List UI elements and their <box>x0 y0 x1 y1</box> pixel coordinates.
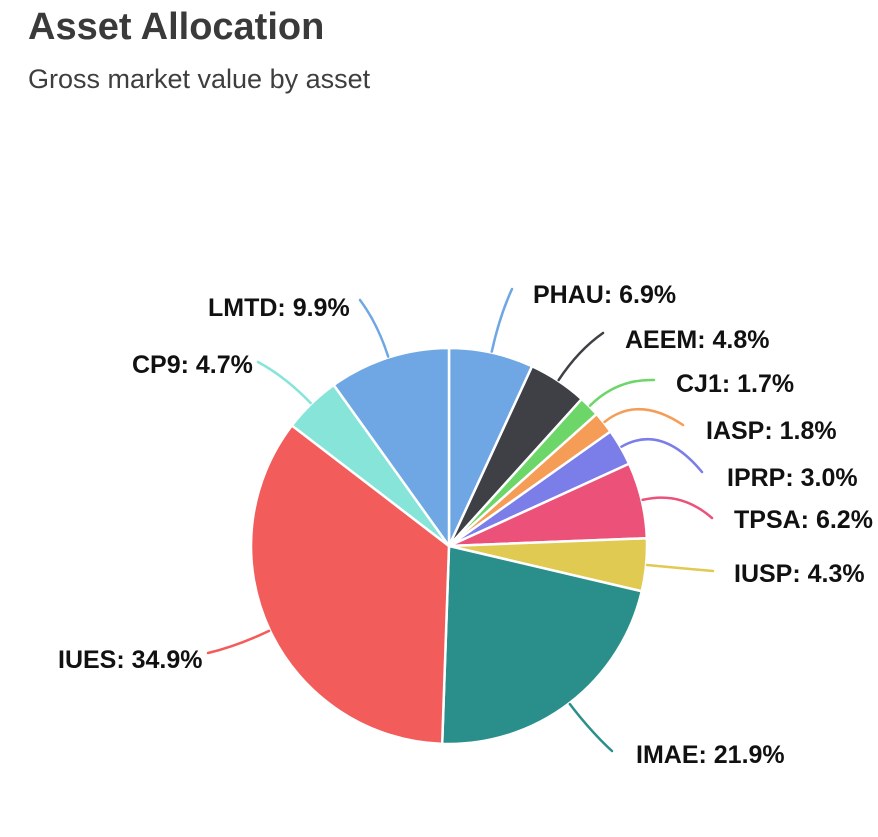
leader-line-CJ1 <box>588 378 656 407</box>
slice-label-LMTD: LMTD: 9.9% <box>208 294 350 322</box>
slice-label-IUSP: IUSP: 4.3% <box>734 560 865 588</box>
slice-label-PHAU: PHAU: 6.9% <box>533 281 676 309</box>
slice-label-CP9: CP9: 4.7% <box>132 351 253 379</box>
slice-label-AEEM: AEEM: 4.8% <box>625 326 769 354</box>
leader-line-PHAU <box>490 287 514 353</box>
slice-label-IMAE: IMAE: 21.9% <box>636 741 785 769</box>
leader-line-CP9 <box>256 360 312 405</box>
page-title: Asset Allocation <box>28 6 325 48</box>
leader-line-IUSP <box>645 563 715 573</box>
leader-line-IUES <box>206 629 271 655</box>
leader-line-AEEM <box>557 331 605 382</box>
leader-line-IASP <box>603 407 685 427</box>
slice-label-CJ1: CJ1: 1.7% <box>676 370 794 398</box>
page-subtitle: Gross market value by asset <box>28 64 371 94</box>
leader-line-IPRP <box>620 438 704 474</box>
slice-label-IASP: IASP: 1.8% <box>706 417 837 445</box>
slice-label-TPSA: TPSA: 6.2% <box>734 506 873 534</box>
leader-line-TPSA <box>641 496 714 520</box>
slice-label-IUES: IUES: 34.9% <box>58 646 203 674</box>
slice-label-IPRP: IPRP: 3.0% <box>727 464 858 492</box>
leader-line-LMTD <box>358 298 390 358</box>
leader-line-IMAE <box>568 702 614 753</box>
